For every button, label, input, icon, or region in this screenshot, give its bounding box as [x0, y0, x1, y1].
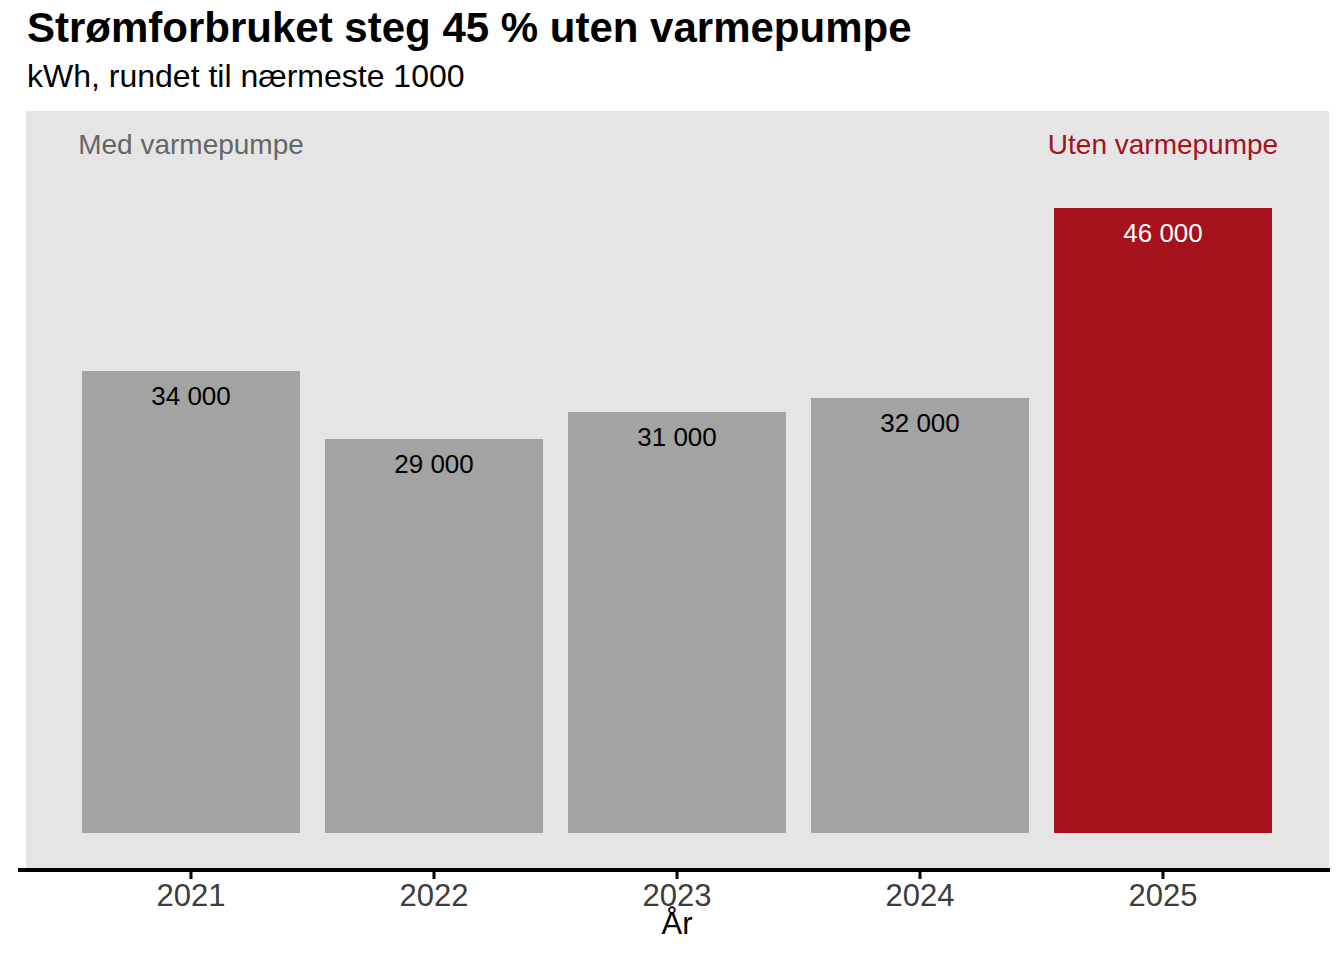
- bar-chart: Strømforbruket steg 45 % uten varmepumpe…: [0, 0, 1344, 960]
- chart-subtitle: kWh, rundet til nærmeste 1000: [27, 58, 465, 95]
- bar-value-label: 34 000: [82, 381, 300, 412]
- x-axis-label-2022: 2022: [400, 878, 469, 914]
- annotation-med-varmepumpe: Med varmepumpe: [78, 129, 304, 161]
- bar-value-label: 32 000: [811, 408, 1029, 439]
- chart-title: Strømforbruket steg 45 % uten varmepumpe: [27, 4, 912, 52]
- plot-panel: Med varmepumpe Uten varmepumpe 34 000 29 …: [26, 111, 1329, 868]
- bar-value-label: 29 000: [325, 449, 543, 480]
- bar-2022: 29 000: [325, 439, 543, 833]
- bar-2025: 46 000: [1054, 208, 1272, 833]
- bar-2024: 32 000: [811, 398, 1029, 833]
- annotation-uten-varmepumpe: Uten varmepumpe: [1048, 129, 1278, 161]
- x-axis-line: [18, 868, 1330, 872]
- x-axis-title: År: [662, 906, 693, 942]
- bar-2021: 34 000: [82, 371, 300, 833]
- x-axis-label-2024: 2024: [886, 878, 955, 914]
- bar-2023: 31 000: [568, 412, 786, 833]
- x-axis-label-2021: 2021: [157, 878, 226, 914]
- x-axis-label-2025: 2025: [1129, 878, 1198, 914]
- bar-value-label: 31 000: [568, 422, 786, 453]
- bar-value-label: 46 000: [1054, 218, 1272, 249]
